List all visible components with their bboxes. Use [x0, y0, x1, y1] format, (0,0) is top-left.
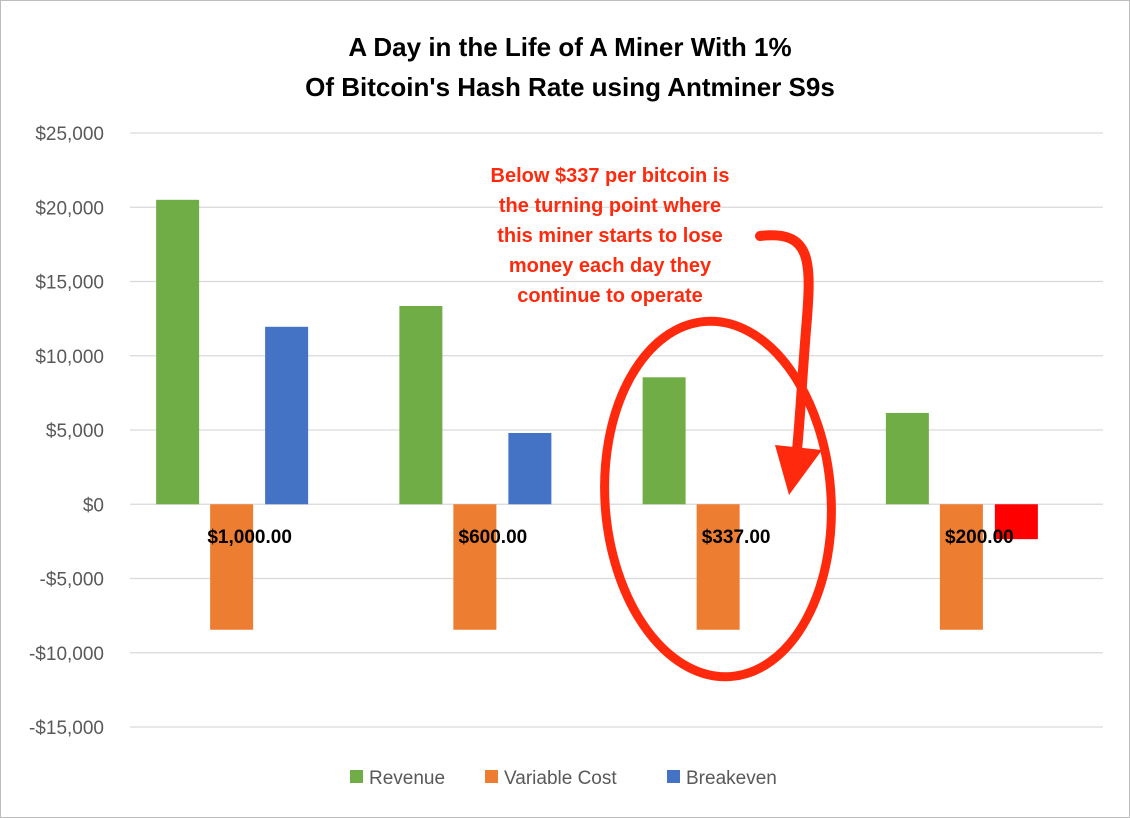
legend-item-breakeven: Breakeven — [667, 768, 777, 789]
legend: Revenue Variable Cost Breakeven — [350, 768, 777, 789]
annotation-text-line: the turning point where — [499, 195, 721, 217]
annotation-text-line: this miner starts to lose — [497, 225, 723, 247]
chart-title: A Day in the Life of A Miner With 1% Of … — [305, 32, 835, 102]
bar-revenue — [642, 377, 686, 505]
annotation-text-line: continue to operate — [517, 285, 703, 307]
legend-label: Revenue — [369, 768, 445, 789]
legend-label: Breakeven — [686, 768, 777, 789]
category-label: $1,000.00 — [207, 527, 292, 548]
y-tick-label: $0 — [83, 495, 104, 516]
y-tick-label: -$5,000 — [40, 570, 104, 591]
y-tick-label: $25,000 — [35, 124, 104, 145]
annotation-text-line: money each day they — [509, 255, 712, 277]
annotation-arrow-shaft — [755, 230, 814, 455]
y-tick-label: $20,000 — [35, 198, 104, 219]
annotation-circle — [600, 316, 836, 682]
y-tick-label: $5,000 — [46, 421, 104, 442]
annotation: Below $337 per bitcoin is the turning poi… — [491, 165, 836, 682]
y-tick-label: -$15,000 — [29, 718, 104, 739]
bar-breakeven — [508, 432, 552, 505]
bar-revenue — [156, 199, 200, 505]
legend-swatch — [350, 770, 363, 783]
y-tick-label: $15,000 — [35, 273, 104, 294]
bar-breakeven — [994, 504, 1038, 540]
y-tick-label: -$10,000 — [29, 644, 104, 665]
chart-title-line-2: Of Bitcoin's Hash Rate using Antminer S9… — [305, 72, 835, 102]
chart-title-line-1: A Day in the Life of A Miner With 1% — [348, 32, 791, 62]
annotation-text-line: Below $337 per bitcoin is — [491, 165, 730, 187]
legend-swatch — [485, 770, 498, 783]
category-label: $600.00 — [459, 527, 528, 548]
category-label: $200.00 — [945, 527, 1014, 548]
legend-swatch — [667, 770, 680, 783]
bar-variable-cost — [696, 504, 740, 630]
bar-variable-cost — [939, 504, 983, 630]
bar-revenue — [399, 306, 443, 505]
y-tick-label: $10,000 — [35, 347, 104, 368]
bars — [156, 199, 1038, 630]
annotation-arrow-head — [775, 445, 822, 495]
legend-item-variable-cost: Variable Cost — [485, 768, 617, 789]
bar-variable-cost — [453, 504, 497, 630]
bar-revenue — [885, 412, 929, 505]
bar-breakeven — [265, 326, 309, 505]
category-labels: $1,000.00 $600.00 $337.00 $200.00 — [207, 527, 1013, 548]
legend-label: Variable Cost — [504, 768, 617, 789]
category-label: $337.00 — [702, 527, 771, 548]
legend-item-revenue: Revenue — [350, 768, 445, 789]
y-axis-tick-labels: $25,000 $20,000 $15,000 $10,000 $5,000 $0 -$5,… — [29, 124, 104, 739]
bar-variable-cost — [210, 504, 254, 630]
